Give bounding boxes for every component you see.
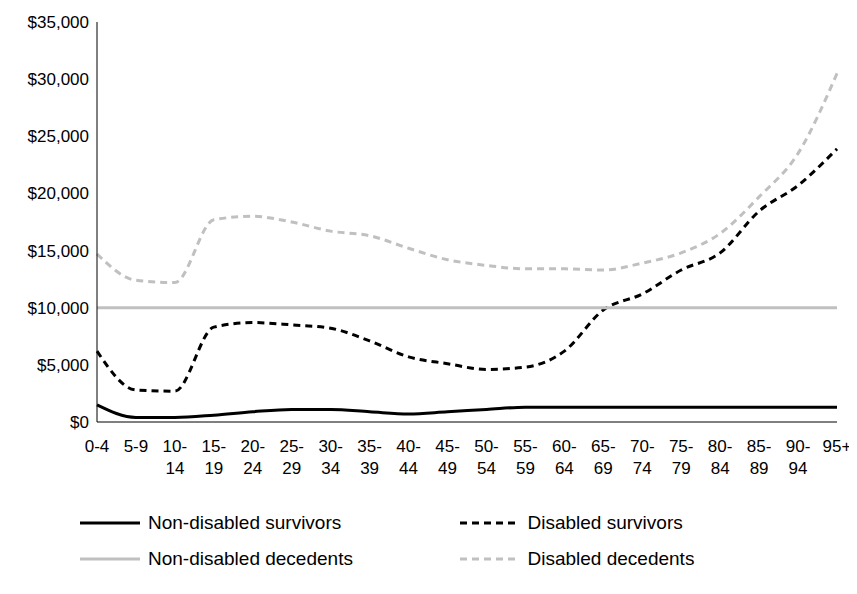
svg-text:70-74: 70-74 bbox=[630, 437, 655, 478]
svg-text:40-44: 40-44 bbox=[396, 437, 421, 478]
html-text:Non-disabled survivors: Non-disabled survivors bbox=[148, 512, 342, 533]
svg-text:85-89: 85-89 bbox=[747, 437, 772, 478]
html-text:Disabled survivors: Disabled survivors bbox=[527, 512, 683, 533]
svg-text:15-19: 15-19 bbox=[202, 437, 227, 478]
svg-text:50-54: 50-54 bbox=[474, 437, 499, 478]
svg-text:20-24: 20-24 bbox=[241, 437, 266, 478]
html-text:Disabled decedents: Disabled decedents bbox=[527, 548, 695, 569]
svg-text:35-39: 35-39 bbox=[357, 437, 382, 478]
svg-text:$10,000: $10,000 bbox=[28, 299, 89, 318]
svg-text:55-59: 55-59 bbox=[513, 437, 538, 478]
svg-text:$5,000: $5,000 bbox=[37, 356, 89, 375]
svg-text:5-9: 5-9 bbox=[124, 437, 149, 456]
svg-text:$15,000: $15,000 bbox=[28, 242, 89, 261]
svg-text:65-69: 65-69 bbox=[591, 437, 616, 478]
svg-text:90-94: 90-94 bbox=[786, 437, 811, 478]
svg-text:$30,000: $30,000 bbox=[28, 70, 89, 89]
svg-text:$25,000: $25,000 bbox=[28, 127, 89, 146]
svg-text:80-84: 80-84 bbox=[708, 437, 733, 478]
svg-text:0-4: 0-4 bbox=[85, 437, 110, 456]
svg-text:10-14: 10-14 bbox=[163, 437, 188, 478]
html-text:Non-disabled decedents: Non-disabled decedents bbox=[148, 548, 353, 569]
svg-text:$35,000: $35,000 bbox=[28, 13, 89, 32]
svg-text:$20,000: $20,000 bbox=[28, 184, 89, 203]
svg-text:95+: 95+ bbox=[823, 437, 849, 456]
svg-text:45-49: 45-49 bbox=[435, 437, 460, 478]
svg-text:$0: $0 bbox=[70, 413, 89, 432]
svg-text:30-34: 30-34 bbox=[318, 437, 343, 478]
svg-text:25-29: 25-29 bbox=[279, 437, 304, 478]
svg-text:60-64: 60-64 bbox=[552, 437, 577, 478]
svg-text:75-79: 75-79 bbox=[669, 437, 694, 478]
